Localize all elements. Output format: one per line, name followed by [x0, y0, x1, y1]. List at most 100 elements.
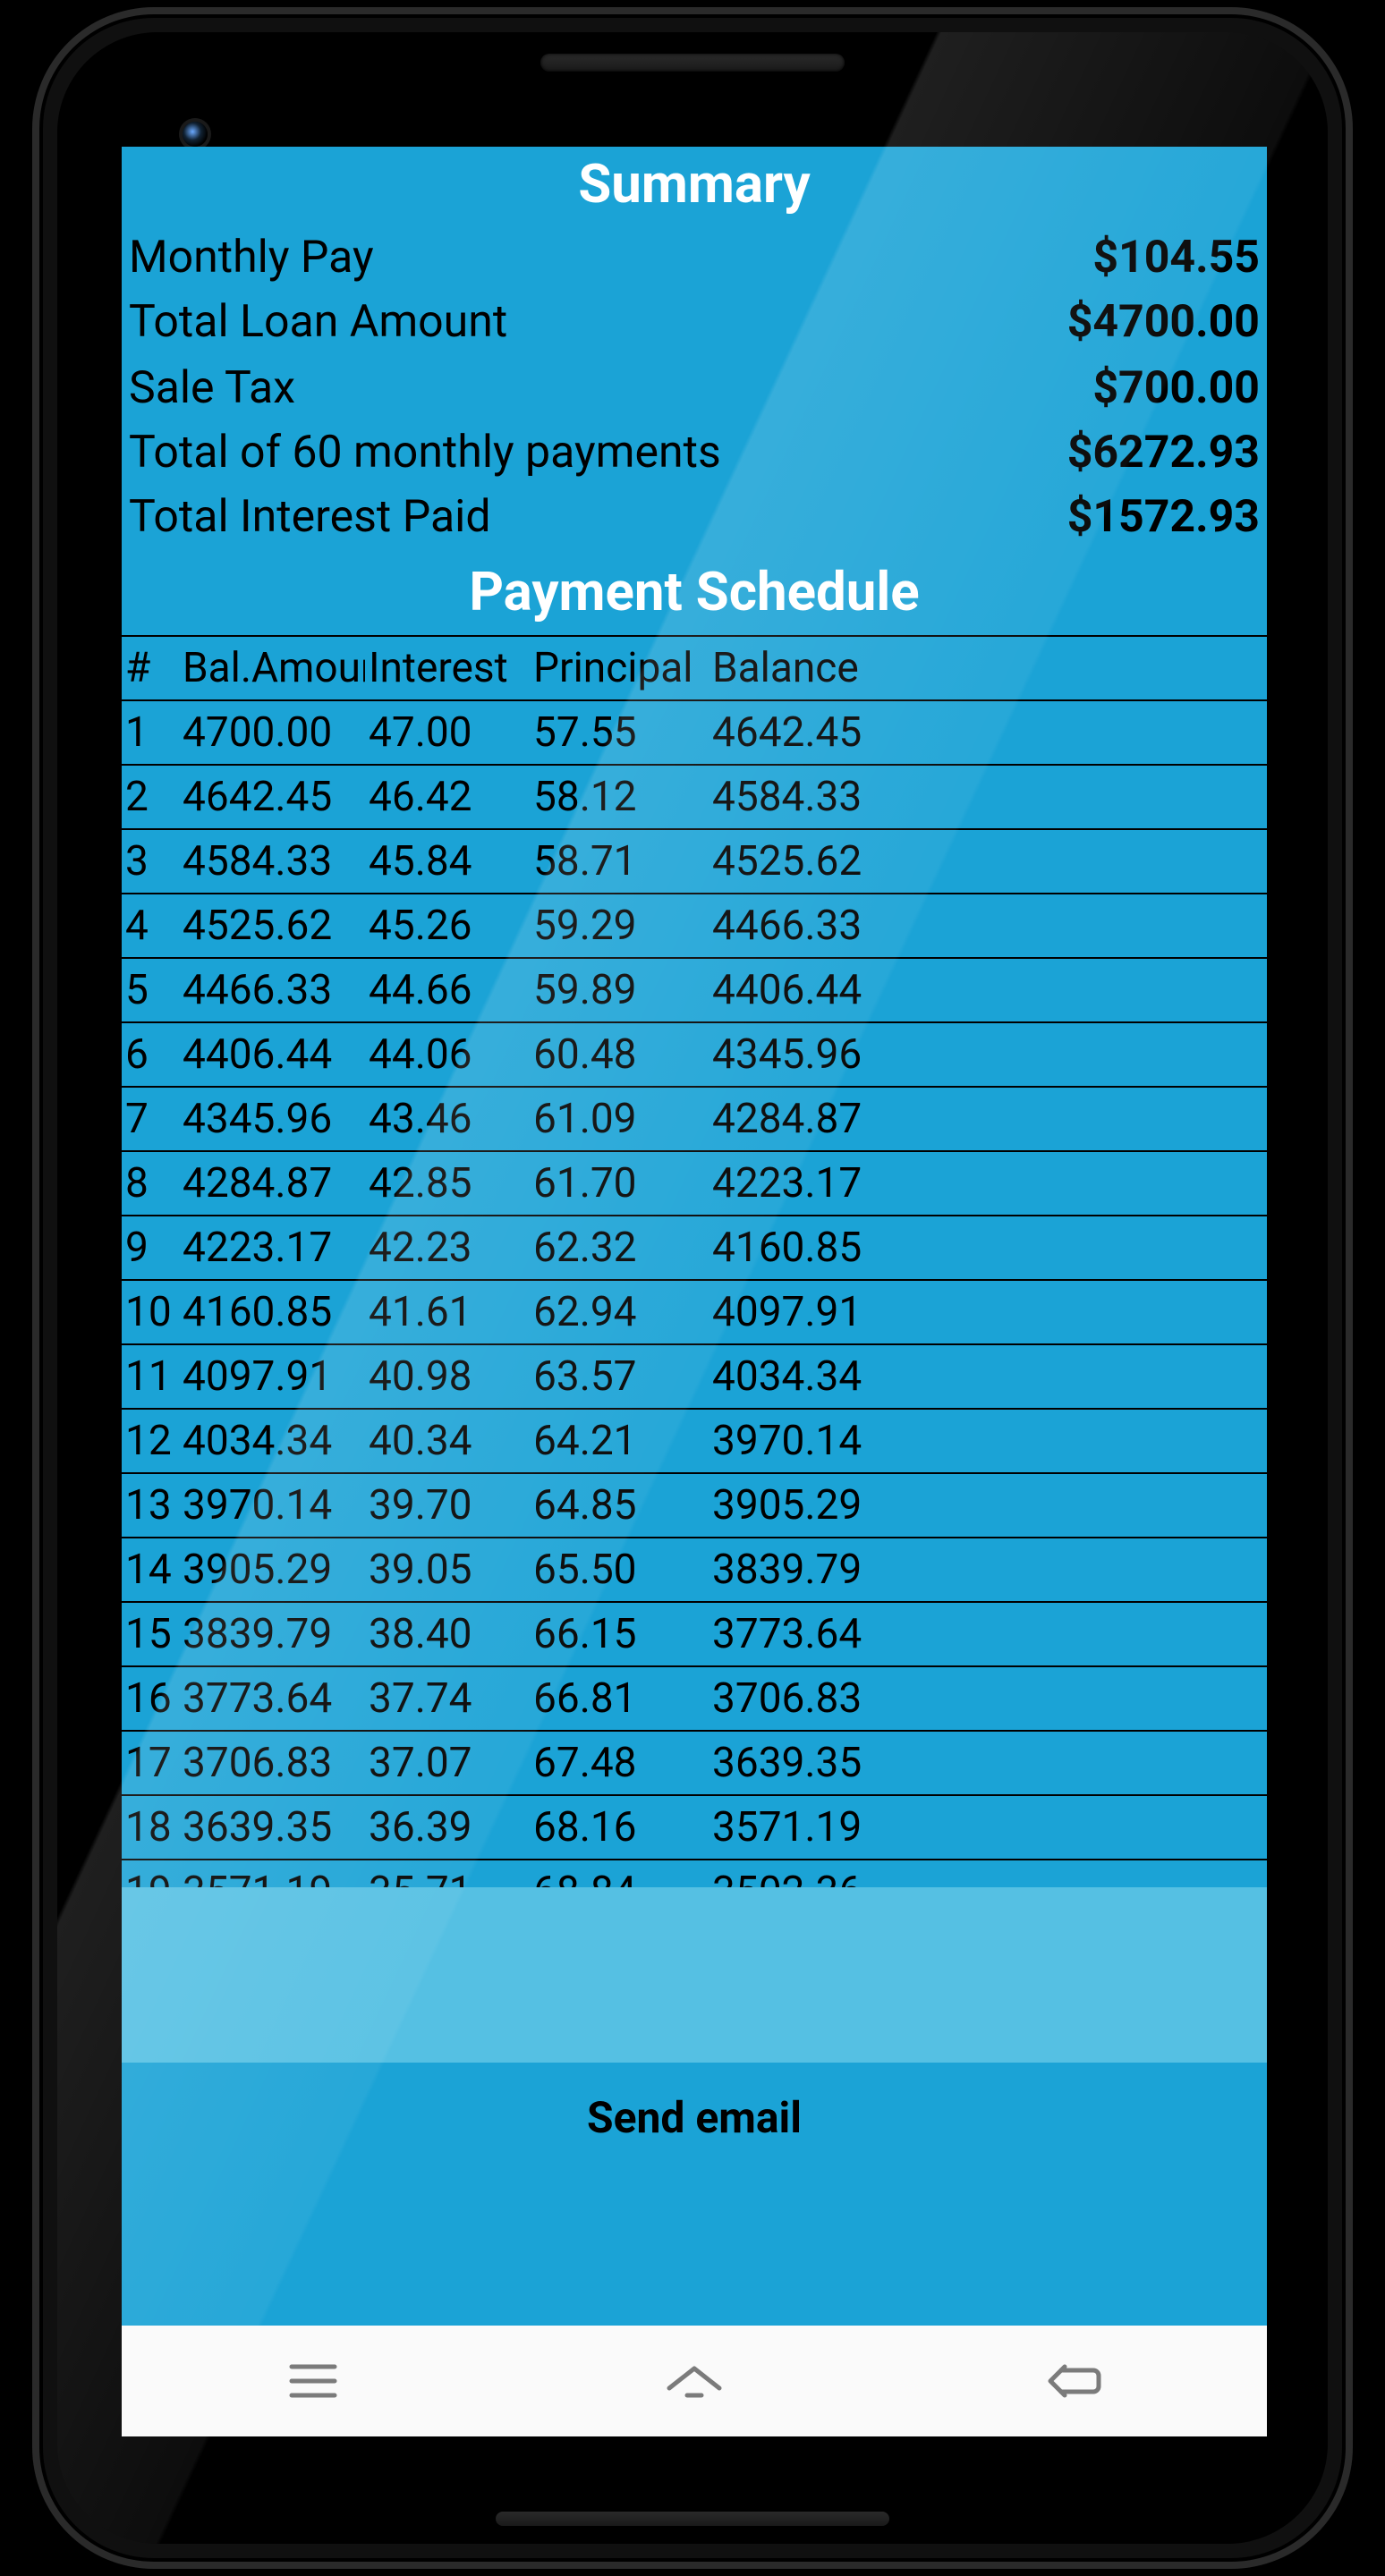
table-cell: 62.32 — [530, 1216, 709, 1281]
table-cell: 4284.87 — [709, 1088, 1267, 1152]
table-cell: 40.98 — [365, 1345, 530, 1410]
send-email-button[interactable]: Send email — [122, 2063, 1267, 2174]
table-row: 54466.3344.6659.894406.44 — [122, 959, 1267, 1023]
schedule-col-header: # — [122, 638, 179, 701]
table-cell: 4525.62 — [179, 894, 365, 959]
table-cell: 41.61 — [365, 1281, 530, 1345]
summary-label: Monthly Pay — [129, 227, 374, 292]
summary-label: Total Interest Paid — [129, 487, 491, 552]
table-cell: 3970.14 — [179, 1474, 365, 1538]
table-cell: 14 — [122, 1538, 179, 1603]
table-cell: 4466.33 — [179, 959, 365, 1023]
table-row: 153839.7938.4066.153773.64 — [122, 1603, 1267, 1667]
table-cell: 35.71 — [365, 1860, 530, 1888]
summary-label: Total Loan Amount — [129, 292, 507, 358]
table-cell: 4584.33 — [179, 830, 365, 894]
table-row: 14700.0047.0057.554642.45 — [122, 701, 1267, 766]
table-cell: 37.07 — [365, 1732, 530, 1796]
table-cell: 9 — [122, 1216, 179, 1281]
phone-speaker-slot — [496, 2512, 889, 2526]
table-cell: 3571.19 — [179, 1860, 365, 1888]
summary-value: $1572.93 — [1067, 487, 1260, 552]
table-cell: 4160.85 — [179, 1281, 365, 1345]
table-cell: 15 — [122, 1603, 179, 1667]
table-cell: 46.42 — [365, 766, 530, 830]
schedule-col-header: Balance — [709, 638, 1267, 701]
schedule-col-header: Principal — [530, 638, 709, 701]
summary-value: $6272.93 — [1067, 422, 1260, 487]
table-cell: 4345.96 — [709, 1023, 1267, 1088]
table-cell: 4345.96 — [179, 1088, 365, 1152]
table-cell: 3706.83 — [179, 1732, 365, 1796]
android-navbar — [122, 2326, 1267, 2436]
table-cell: 3706.83 — [709, 1667, 1267, 1732]
app-root: Summary Monthly Pay$104.55Total Loan Amo… — [122, 147, 1267, 2326]
summary-row: Total Interest Paid $1572.93 — [129, 487, 1260, 552]
table-cell: 47.00 — [365, 701, 530, 766]
table-row: 64406.4444.0660.484345.96 — [122, 1023, 1267, 1088]
menu-lines-icon — [273, 2356, 352, 2406]
back-outline-icon — [1037, 2356, 1116, 2406]
phone-camera — [183, 122, 208, 147]
table-cell: 63.57 — [530, 1345, 709, 1410]
table-cell: 19 — [122, 1860, 179, 1888]
table-cell: 62.94 — [530, 1281, 709, 1345]
footer-spacer — [122, 1888, 1267, 2063]
table-cell: 57.55 — [530, 701, 709, 766]
table-cell: 6 — [122, 1023, 179, 1088]
table-row: 74345.9643.4661.094284.87 — [122, 1088, 1267, 1152]
table-cell: 66.15 — [530, 1603, 709, 1667]
summary-row: Total Loan Amount $4700.00 — [129, 292, 1260, 358]
table-cell: 3773.64 — [179, 1667, 365, 1732]
table-cell: 4584.33 — [709, 766, 1267, 830]
table-row: 94223.1742.2362.324160.85 — [122, 1216, 1267, 1281]
summary-row: Total of 60 monthly payments$6272.93 — [129, 422, 1260, 487]
table-cell: 39.05 — [365, 1538, 530, 1603]
table-cell: 61.70 — [530, 1152, 709, 1216]
table-cell: 3970.14 — [709, 1410, 1267, 1474]
table-cell: 58.71 — [530, 830, 709, 894]
table-cell: 65.50 — [530, 1538, 709, 1603]
table-cell: 12 — [122, 1410, 179, 1474]
summary-heading: Summary — [122, 147, 1267, 227]
table-cell: 4097.91 — [179, 1345, 365, 1410]
table-row: 173706.8337.0767.483639.35 — [122, 1732, 1267, 1796]
table-cell: 44.06 — [365, 1023, 530, 1088]
schedule-heading: Payment Schedule — [122, 555, 1267, 636]
table-cell: 58.12 — [530, 766, 709, 830]
table-cell: 45.26 — [365, 894, 530, 959]
table-cell: 59.29 — [530, 894, 709, 959]
table-cell: 68.16 — [530, 1796, 709, 1860]
send-email-label: Send email — [587, 2094, 802, 2144]
table-cell: 64.85 — [530, 1474, 709, 1538]
table-row: 124034.3440.3464.213970.14 — [122, 1410, 1267, 1474]
table-cell: 8 — [122, 1152, 179, 1216]
table-cell: 3502.36 — [709, 1860, 1267, 1888]
nav-home-button[interactable] — [655, 2356, 734, 2406]
summary-value: $4700.00 — [1067, 292, 1260, 358]
table-cell: 44.66 — [365, 959, 530, 1023]
table-cell: 40.34 — [365, 1410, 530, 1474]
table-cell: 4406.44 — [709, 959, 1267, 1023]
table-row: 193571.1935.7168.843502.36 — [122, 1860, 1267, 1888]
table-cell: 3839.79 — [179, 1603, 365, 1667]
table-cell: 42.85 — [365, 1152, 530, 1216]
schedule-col-header: Bal.Amount — [179, 638, 365, 701]
table-row: 104160.8541.6162.944097.91 — [122, 1281, 1267, 1345]
summary-label: Sale Tax — [129, 357, 295, 422]
table-cell: 4406.44 — [179, 1023, 365, 1088]
schedule-scroll-area[interactable]: #Bal.AmountInterestPrincipalBalance 1470… — [122, 636, 1267, 1888]
nav-recent-button[interactable] — [273, 2356, 352, 2406]
table-cell: 4223.17 — [709, 1152, 1267, 1216]
summary-section: Monthly Pay$104.55Total Loan Amount$4700… — [122, 227, 1267, 555]
home-outline-icon — [655, 2356, 734, 2406]
table-cell: 3905.29 — [179, 1538, 365, 1603]
table-cell: 39.70 — [365, 1474, 530, 1538]
table-cell: 4034.34 — [709, 1345, 1267, 1410]
table-row: 133970.1439.7064.853905.29 — [122, 1474, 1267, 1538]
phone-screen: Summary Monthly Pay$104.55Total Loan Amo… — [122, 147, 1267, 2436]
table-cell: 3639.35 — [179, 1796, 365, 1860]
table-row: 114097.9140.9863.574034.34 — [122, 1345, 1267, 1410]
nav-back-button[interactable] — [1037, 2356, 1116, 2406]
table-cell: 4525.62 — [709, 830, 1267, 894]
